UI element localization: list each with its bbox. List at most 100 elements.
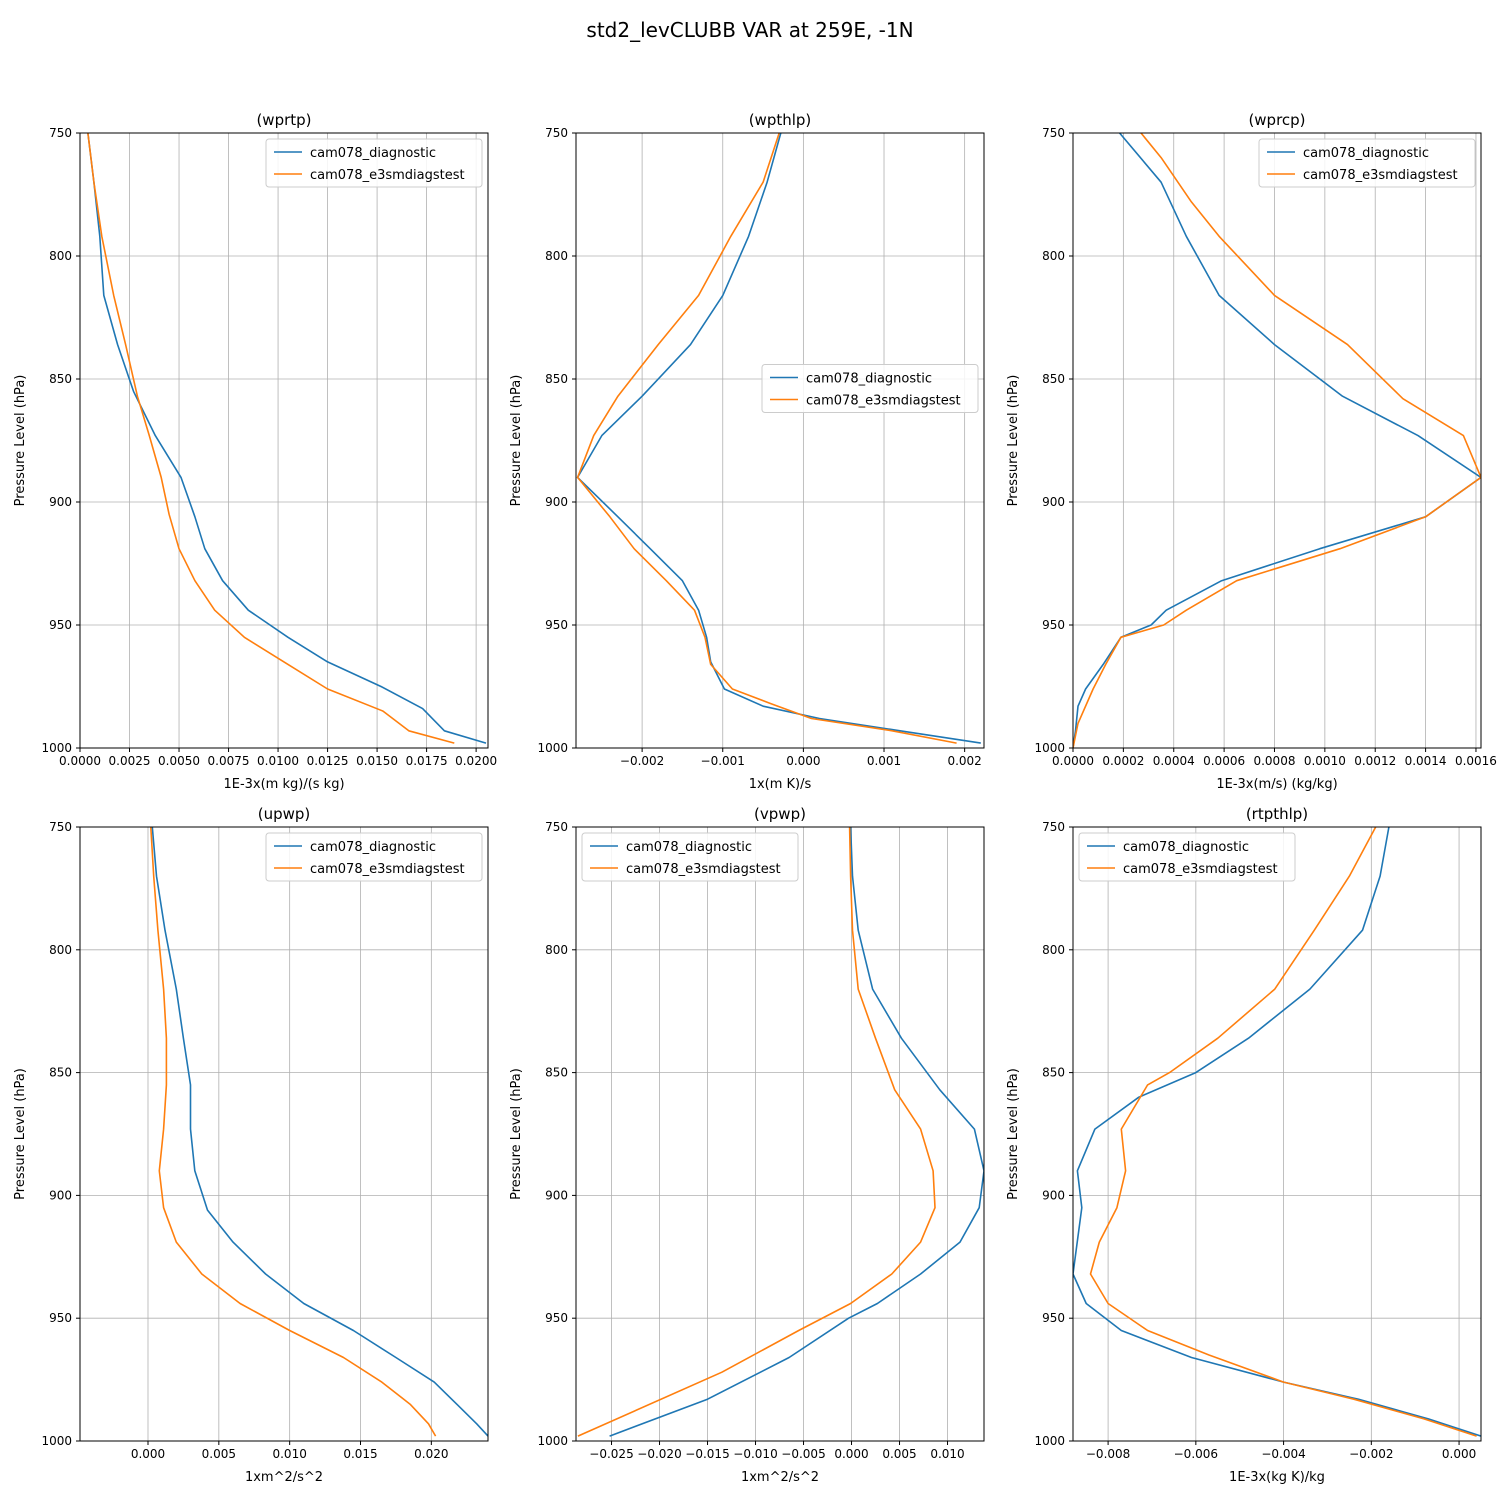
y-tick-label: 1000 [1034,1434,1065,1448]
series-line-e3smdiagstest [576,133,957,744]
panel-2: −0.002 −0.001 0.000 0.001 0.002 750 800 850 900 9… [509,111,985,792]
x-tick-label: 0.001 [867,754,901,768]
x-tick-label: 0.0012 [1354,754,1396,768]
x-tick-label: 0.000 [131,1447,165,1461]
series-line-e3smdiagstest [150,827,437,1437]
y-tick-label: 900 [545,495,568,509]
x-tick-label: 0.005 [202,1447,236,1461]
y-axis-label: Pressure Level (hPa) [13,375,28,507]
x-tick-label: 0.010 [930,1447,964,1461]
legend-label: cam078_e3smdiagstest [806,394,961,409]
series-line-diagnostic [151,827,488,1437]
y-axis-label: Pressure Level (hPa) [509,1068,524,1200]
y-tick-label: 850 [1042,1066,1065,1080]
x-tick-label: 0.0010 [1304,754,1346,768]
x-tick-label: 0.0008 [1253,754,1295,768]
x-tick-label: −0.020 [637,1447,681,1461]
x-axis-label: 1E-3x(m kg)/(s kg) [223,777,344,792]
legend-label: cam078_e3smdiagstest [310,862,465,877]
panel-4: 0.000 0.005 0.010 0.015 0.020 750 800 850 900 950… [13,805,489,1485]
series-line-diagnostic [576,133,981,744]
legend-label: cam078_diagnostic [310,840,436,855]
legend-label: cam078_e3smdiagstest [1123,862,1278,877]
series-line-e3smdiagstest [1089,827,1477,1437]
y-tick-label: 900 [1042,1188,1065,1202]
panel-3: 0.0000 0.0002 0.0004 0.0006 0.0008 0.0010 0.00… [1006,111,1497,792]
legend-box [265,138,483,188]
x-tick-label: −0.004 [1261,1447,1305,1461]
x-axis-label: 1xm^2/s^2 [741,1470,819,1485]
legend: cam078_diagnostic cam078_e3smdiagstest [1258,138,1476,188]
y-tick-label: 800 [49,943,72,957]
legend: cam078_diagnostic cam078_e3smdiagstest [265,138,483,188]
x-tick-label: −0.002 [620,754,664,768]
y-tick-label: 950 [1042,1311,1065,1325]
y-tick-label: 950 [1042,618,1065,632]
x-tick-label: −0.001 [701,754,745,768]
y-tick-label: 800 [545,249,568,263]
x-tick-label: 0.0125 [307,754,349,768]
x-tick-label: 0.0004 [1153,754,1195,768]
x-tick-label: 0.0150 [356,754,398,768]
series-line-e3smdiagstest [1073,133,1481,748]
legend-label: cam078_diagnostic [1303,146,1429,161]
x-tick-label: 0.0175 [406,754,448,768]
x-tick-label: −0.010 [733,1447,777,1461]
x-tick-label: 0.010 [272,1447,306,1461]
x-tick-label: 0.0016 [1455,754,1497,768]
y-tick-label: 950 [545,1311,568,1325]
panel-title: (vpwp) [754,805,806,823]
panel-title: (upwp) [258,805,311,823]
x-tick-label: −0.006 [1174,1447,1218,1461]
y-tick-label: 1000 [1034,741,1065,755]
y-tick-label: 950 [49,1311,72,1325]
y-tick-label: 1000 [537,1434,568,1448]
x-tick-label: 0.0025 [109,754,151,768]
x-axis-label: 1E-3x(kg K)/kg [1229,1470,1325,1485]
plot-frame [575,132,985,749]
x-tick-label: 0.0000 [59,754,101,768]
panel-5: −0.025 −0.020 −0.015 −0.010 −0.005 0.000 0.005… [509,805,985,1485]
y-tick-label: 1000 [41,741,72,755]
y-axis-label: Pressure Level (hPa) [509,375,524,507]
y-tick-label: 850 [49,1066,72,1080]
legend-label: cam078_diagnostic [310,146,436,161]
x-axis-label: 1E-3x(m/s) (kg/kg) [1216,777,1337,792]
legend-label: cam078_diagnostic [1123,840,1249,855]
series-line-diagnostic [87,133,487,744]
y-tick-label: 950 [545,618,568,632]
x-tick-label: 0.0100 [257,754,299,768]
x-tick-label: 0.0075 [208,754,250,768]
legend: cam078_diagnostic cam078_e3smdiagstest [265,832,483,882]
x-tick-label: −0.005 [781,1447,825,1461]
y-tick-label: 800 [49,249,72,263]
panel-title: (wprcp) [1248,111,1305,129]
y-axis-label: Pressure Level (hPa) [1006,1068,1021,1200]
y-tick-label: 900 [49,495,72,509]
x-tick-label: −0.002 [1349,1447,1393,1461]
y-tick-label: 950 [49,618,72,632]
legend-label: cam078_e3smdiagstest [310,168,465,183]
x-tick-label: 0.000 [786,754,820,768]
x-tick-label: 0.0014 [1405,754,1447,768]
x-axis-label: 1xm^2/s^2 [245,1470,323,1485]
plot-frame [1072,826,1482,1442]
x-tick-label: 0.002 [947,754,981,768]
y-tick-label: 800 [545,943,568,957]
legend-box [581,832,799,882]
y-tick-label: 850 [545,372,568,386]
panels: 0.0000 0.0025 0.0050 0.0075 0.0100 0.0125 0.01… [13,111,1497,1485]
x-tick-label: 0.005 [882,1447,916,1461]
x-tick-label: 0.020 [414,1447,448,1461]
y-axis-label: Pressure Level (hPa) [1006,375,1021,507]
plot-frame [79,826,489,1442]
legend: cam078_diagnostic cam078_e3smdiagstest [1078,832,1296,882]
series-line-diagnostic [1073,133,1481,748]
legend: cam078_diagnostic cam078_e3smdiagstest [581,832,799,882]
x-axis-label: 1x(m K)/s [749,777,812,792]
y-tick-label: 750 [1042,820,1065,834]
plot-frame [575,826,985,1442]
series-line-e3smdiagstest [577,827,936,1437]
